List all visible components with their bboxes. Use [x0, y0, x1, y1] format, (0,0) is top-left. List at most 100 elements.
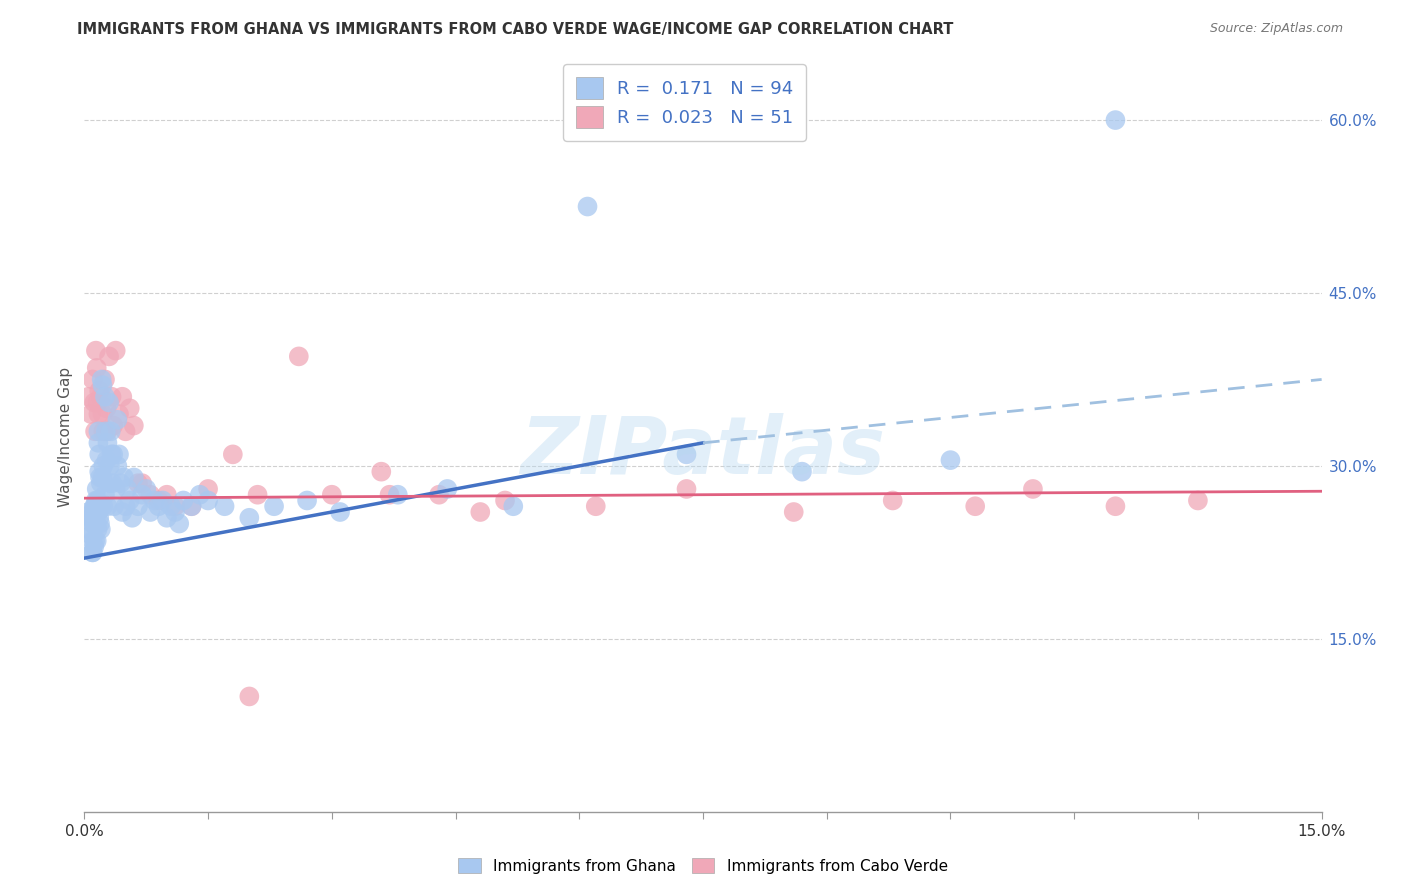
Point: [104, 482, 127, 496]
Point: [77, 505, 100, 519]
Point: [180, 500, 202, 514]
Point: [89, 447, 111, 461]
Point: [84, 510, 107, 524]
Point: [87, 505, 110, 519]
Point: [91, 425, 114, 439]
Point: [82, 545, 104, 559]
Point: [77, 522, 100, 536]
Point: [80, 528, 103, 542]
Point: [83, 500, 105, 514]
Point: [238, 690, 260, 704]
Point: [86, 395, 108, 409]
Point: [90, 372, 112, 386]
Point: [110, 476, 132, 491]
Point: [131, 476, 153, 491]
Point: [214, 500, 236, 514]
Point: [89, 470, 111, 484]
Point: [91, 407, 114, 421]
Point: [108, 447, 131, 461]
Point: [111, 390, 134, 404]
Point: [197, 482, 219, 496]
Point: [1104, 113, 1126, 128]
Point: [160, 500, 183, 514]
Point: [122, 470, 145, 484]
Point: [135, 482, 157, 496]
Point: [127, 500, 149, 514]
Point: [84, 425, 107, 439]
Point: [104, 343, 127, 358]
Point: [94, 390, 117, 404]
Point: [188, 488, 211, 502]
Point: [90, 476, 112, 491]
Point: [96, 401, 118, 416]
Point: [86, 533, 108, 548]
Point: [98, 458, 121, 473]
Point: [83, 395, 105, 409]
Point: [246, 488, 269, 502]
Point: [91, 500, 114, 514]
Point: [91, 458, 114, 473]
Point: [118, 401, 141, 416]
Point: [82, 505, 104, 519]
Point: [238, 510, 260, 524]
Point: [103, 447, 125, 461]
Point: [101, 476, 124, 491]
Point: [82, 372, 104, 386]
Point: [80, 510, 103, 524]
Point: [502, 500, 524, 514]
Point: [108, 407, 131, 421]
Point: [86, 500, 108, 514]
Point: [82, 545, 104, 559]
Point: [89, 516, 111, 531]
Point: [103, 500, 125, 514]
Point: [84, 500, 107, 514]
Point: [167, 516, 190, 531]
Point: [87, 435, 110, 450]
Point: [96, 435, 118, 450]
Point: [121, 510, 143, 524]
Point: [96, 500, 118, 514]
Point: [122, 418, 145, 433]
Point: [139, 488, 162, 502]
Point: [87, 407, 110, 421]
Point: [86, 493, 108, 508]
Point: [576, 200, 599, 214]
Point: [321, 488, 343, 502]
Point: [117, 482, 139, 496]
Point: [965, 500, 987, 514]
Point: [427, 488, 450, 502]
Point: [675, 482, 697, 496]
Point: [222, 447, 245, 461]
Point: [148, 500, 170, 514]
Point: [288, 350, 311, 364]
Point: [86, 505, 108, 519]
Point: [156, 510, 179, 524]
Point: [82, 533, 104, 548]
Point: [939, 453, 962, 467]
Point: [98, 476, 121, 491]
Point: [675, 447, 697, 461]
Point: [165, 500, 187, 514]
Point: [172, 493, 194, 508]
Text: Source: ZipAtlas.com: Source: ZipAtlas.com: [1209, 22, 1343, 36]
Point: [96, 425, 118, 439]
Point: [90, 500, 112, 514]
Point: [127, 476, 149, 491]
Point: [87, 425, 110, 439]
Point: [91, 470, 114, 484]
Point: [83, 540, 105, 554]
Point: [105, 413, 128, 427]
Text: ZIPatlas: ZIPatlas: [520, 413, 886, 491]
Point: [103, 418, 125, 433]
Point: [263, 500, 285, 514]
Point: [105, 458, 128, 473]
Point: [86, 482, 108, 496]
Point: [370, 465, 392, 479]
Point: [114, 500, 136, 514]
Point: [86, 360, 108, 375]
Point: [790, 465, 813, 479]
Point: [98, 395, 121, 409]
Point: [180, 500, 202, 514]
Point: [90, 390, 112, 404]
Point: [156, 488, 179, 502]
